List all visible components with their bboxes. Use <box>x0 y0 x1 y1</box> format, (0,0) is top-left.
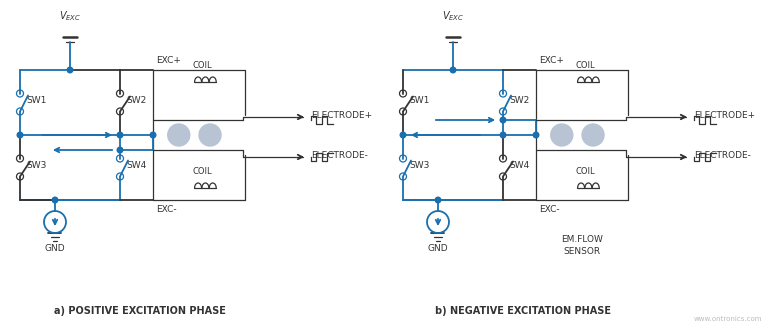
Circle shape <box>450 67 456 73</box>
Text: ELECTRODE-: ELECTRODE- <box>694 152 751 160</box>
Text: SW4: SW4 <box>509 161 529 170</box>
Text: GND: GND <box>44 244 65 253</box>
Text: GND: GND <box>428 244 448 253</box>
Text: EXC-: EXC- <box>539 205 560 214</box>
Text: SW3: SW3 <box>409 161 429 170</box>
Circle shape <box>582 124 604 146</box>
Text: SW1: SW1 <box>409 96 429 105</box>
Text: COIL: COIL <box>575 167 595 176</box>
Text: $V_{EXC}$: $V_{EXC}$ <box>442 9 464 23</box>
Circle shape <box>17 132 23 138</box>
Text: COIL: COIL <box>193 167 212 176</box>
Text: EM.FLOW
SENSOR: EM.FLOW SENSOR <box>561 235 603 256</box>
Text: EXC+: EXC+ <box>156 56 181 65</box>
Text: SW3: SW3 <box>26 161 47 170</box>
Text: SW4: SW4 <box>126 161 146 170</box>
Text: $V_{EXC}$: $V_{EXC}$ <box>59 9 81 23</box>
Text: b) NEGATIVE EXCITATION PHASE: b) NEGATIVE EXCITATION PHASE <box>435 306 611 316</box>
Circle shape <box>52 197 58 203</box>
Circle shape <box>199 124 221 146</box>
Circle shape <box>500 132 506 138</box>
Text: SW2: SW2 <box>509 96 529 105</box>
Text: EXC-: EXC- <box>156 205 177 214</box>
Circle shape <box>150 132 156 138</box>
Text: SW2: SW2 <box>126 96 146 105</box>
Text: ELECTRODE+: ELECTRODE+ <box>694 112 755 120</box>
Text: COIL: COIL <box>193 61 212 70</box>
Text: a) POSITIVE EXCITATION PHASE: a) POSITIVE EXCITATION PHASE <box>54 306 226 316</box>
Circle shape <box>117 132 123 138</box>
Circle shape <box>117 147 123 153</box>
Circle shape <box>400 132 405 138</box>
Text: ELECTRODE-: ELECTRODE- <box>311 152 368 160</box>
Circle shape <box>533 132 539 138</box>
Circle shape <box>551 124 573 146</box>
Text: www.ontronics.com: www.ontronics.com <box>694 316 762 322</box>
Circle shape <box>500 117 506 123</box>
Text: EXC+: EXC+ <box>539 56 564 65</box>
Text: COIL: COIL <box>575 61 595 70</box>
Text: ELECTRODE+: ELECTRODE+ <box>311 112 372 120</box>
Text: SW1: SW1 <box>26 96 47 105</box>
Circle shape <box>168 124 190 146</box>
Circle shape <box>435 197 441 203</box>
Circle shape <box>67 67 73 73</box>
